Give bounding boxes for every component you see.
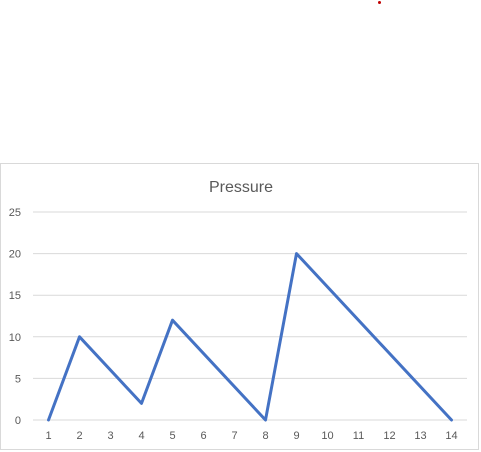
x-tick-label: 2 — [76, 430, 82, 442]
x-tick-label: 6 — [200, 430, 206, 442]
x-tick-label: 9 — [293, 430, 299, 442]
x-tick-label: 11 — [353, 430, 364, 442]
gridlines — [33, 211, 467, 421]
x-axis-tick-labels: 1 2 3 4 5 6 7 8 9 10 11 12 13 14 — [45, 430, 457, 442]
y-tick-label: 10 — [9, 332, 21, 344]
y-axis-tick-labels: 0 5 10 15 20 25 — [9, 207, 21, 427]
x-tick-label: 5 — [169, 430, 175, 442]
x-tick-label: 7 — [231, 430, 237, 442]
x-tick-label: 10 — [321, 430, 333, 442]
x-tick-label: 14 — [445, 430, 457, 442]
y-tick-label: 25 — [9, 207, 21, 219]
x-tick-label: 3 — [107, 430, 113, 442]
x-tick-label: 1 — [45, 430, 51, 442]
x-tick-label: 12 — [383, 430, 395, 442]
red-dot-marker — [378, 1, 381, 4]
y-tick-label: 15 — [9, 290, 21, 302]
series-layer — [47, 252, 453, 422]
y-tick-label: 0 — [15, 415, 21, 427]
chart-container: 0 5 10 15 20 25 1 2 3 4 5 6 7 8 9 10 11 12 13 14 Pressure — [0, 163, 479, 450]
y-tick-label: 20 — [9, 249, 21, 261]
x-tick-label: 13 — [414, 430, 426, 442]
series-line — [47, 252, 453, 422]
x-tick-label: 8 — [262, 430, 268, 442]
x-tick-label: 4 — [138, 430, 144, 442]
chart-title: Pressure — [209, 179, 273, 196]
y-tick-label: 5 — [15, 373, 21, 385]
